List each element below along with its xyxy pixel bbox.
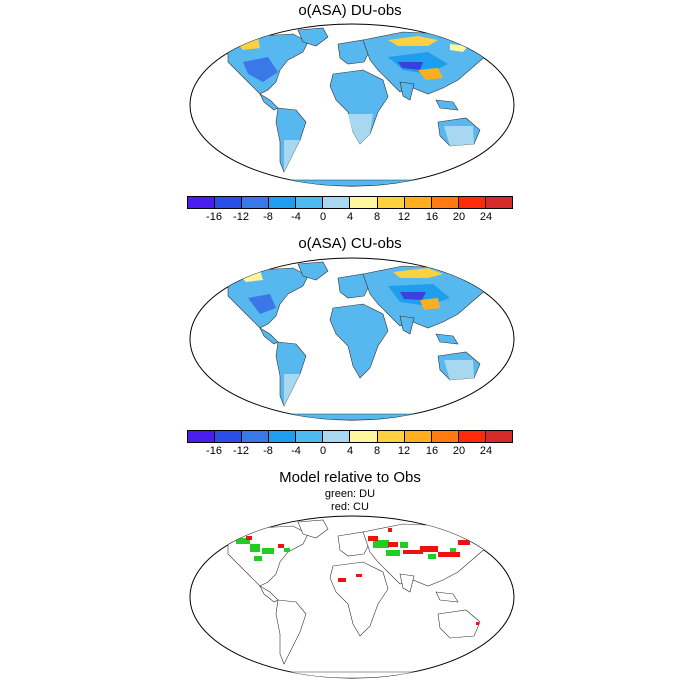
map-du-obs xyxy=(189,23,515,187)
panel-title-cu-obs: o(ASA) CU-obs xyxy=(298,235,402,252)
legend-cu: red: CU xyxy=(331,501,369,513)
panel-title-du-obs: o(ASA) DU-obs xyxy=(298,2,402,19)
tick-label: 12 xyxy=(397,211,411,223)
legend-du: green: DU xyxy=(324,488,376,500)
tick-label: 8 xyxy=(373,211,381,223)
map-model-relative xyxy=(189,515,515,679)
tick-label: 20 xyxy=(452,445,466,457)
tick-label: -16 xyxy=(206,211,222,223)
colorbar-du-obs xyxy=(187,196,513,209)
tick-label: 16 xyxy=(425,211,439,223)
tick-label: -8 xyxy=(263,211,273,223)
tick-label: 4 xyxy=(346,211,354,223)
tick-label: 20 xyxy=(452,211,466,223)
tick-label: 24 xyxy=(479,211,493,223)
tick-label: 16 xyxy=(425,445,439,457)
panel-title-model-relative: Model relative to Obs xyxy=(279,469,421,486)
colorbar-cu-obs xyxy=(187,430,513,443)
tick-label: -16 xyxy=(206,445,222,457)
colorbar-ticks-du-obs: -16 -12 -8 -4 0 4 8 12 16 20 24 xyxy=(187,211,513,225)
colorbar-ticks-cu-obs: -16 -12 -8 -4 0 4 8 12 16 20 24 xyxy=(187,445,513,459)
tick-label: 0 xyxy=(319,445,327,457)
tick-label: 24 xyxy=(479,445,493,457)
tick-label: -12 xyxy=(233,445,249,457)
tick-label: -8 xyxy=(263,445,273,457)
tick-label: 0 xyxy=(319,211,327,223)
tick-label: 8 xyxy=(373,445,381,457)
tick-label: -4 xyxy=(291,211,301,223)
tick-label: -4 xyxy=(291,445,301,457)
tick-label: -12 xyxy=(233,211,249,223)
tick-label: 12 xyxy=(397,445,411,457)
map-cu-obs xyxy=(189,257,515,421)
tick-label: 4 xyxy=(346,445,354,457)
